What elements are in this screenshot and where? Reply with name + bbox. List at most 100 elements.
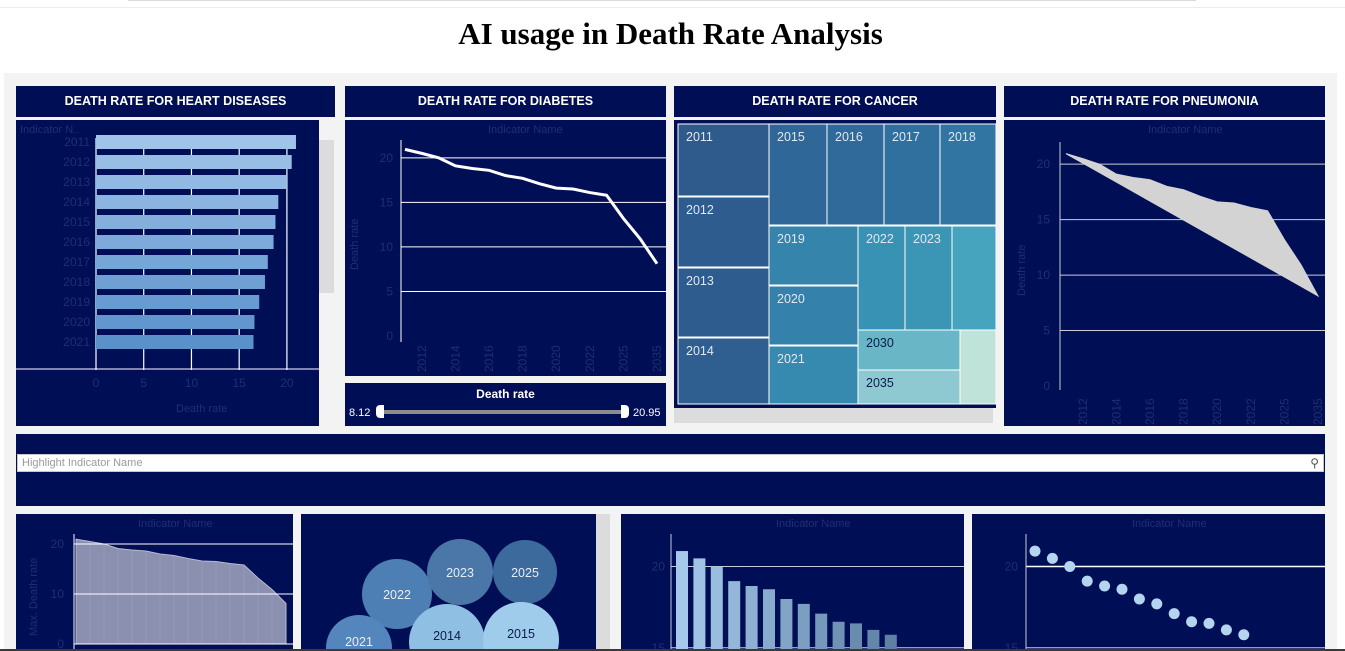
bottom-scatter-point [1116, 583, 1128, 595]
slider-min-value: 8.12 [349, 407, 371, 419]
cancer-tile-label: 2021 [777, 352, 805, 366]
cancer-treemap-tile [768, 285, 859, 346]
heart-category-label: 2012 [63, 155, 90, 169]
bottom-scatter-point [1081, 575, 1093, 587]
heart-category-label: 2013 [63, 175, 90, 189]
cancer-treemap-tile [904, 225, 953, 331]
bottom-scatter-point [1168, 608, 1180, 620]
diabetes-xtick-label: 2014 [448, 345, 462, 372]
cancer-tile-label: 2012 [686, 203, 714, 217]
cancer-treemap-tile [826, 123, 885, 226]
cancer-treemap-tile [959, 329, 996, 405]
bottom-scatter-point [1203, 617, 1215, 629]
bottom-bar [780, 599, 793, 651]
diabetes-xtick-label: 2025 [616, 345, 630, 372]
cancer-tile-label: 2015 [777, 130, 805, 144]
bubble-panel: 2022 2023 2025 2021 2014 2015 [301, 514, 596, 651]
bottom-bar [832, 621, 845, 651]
diabetes-xtick-label: 2020 [549, 345, 563, 372]
heart-bar [96, 275, 265, 289]
cancer-treemap-tile [939, 123, 996, 226]
cancer-tile-label: 2014 [686, 344, 714, 358]
cancer-scrollbar[interactable] [674, 408, 993, 423]
heart-bar [96, 315, 255, 329]
bottom-area-ytick-label: 0 [57, 637, 64, 651]
heart-bar [96, 335, 254, 349]
header-heart-diseases: DEATH RATE FOR HEART DISEASES [16, 86, 335, 117]
bubble-label: 2022 [383, 588, 411, 602]
heart-scrollbar[interactable] [319, 140, 334, 293]
bubble-label: 2025 [511, 566, 539, 580]
pneumonia-xtick-label: 2012 [1076, 398, 1090, 425]
slider-min-handle[interactable] [376, 405, 384, 418]
bottom-scatter-panel: Indicator Name 15 20 [972, 514, 1325, 651]
bottom-bar [745, 586, 758, 651]
diabetes-xtick-label: 2022 [583, 345, 597, 372]
slider-max-handle[interactable] [621, 405, 629, 418]
bottom-bar-ytick-label: 20 [652, 560, 666, 574]
diabetes-xtick-label: 2016 [482, 345, 496, 372]
bottom-bar [676, 551, 688, 651]
heart-category-label: 2020 [63, 315, 90, 329]
bottom-bar [728, 581, 741, 651]
heart-category-label: 2014 [63, 195, 90, 209]
cancer-treemap: 2011 2012 2013 2014 2015 2016 2017 2018 2019 2020… [677, 123, 996, 405]
heart-xtick-label: 5 [140, 376, 147, 390]
diabetes-ytick-label: 10 [380, 240, 394, 254]
diabetes-chart-panel: Indicator Name Death rate 0 5 10 15 20 2012 20… [345, 120, 666, 376]
heart-bar-chart: 0 5 10 15 20 2011 2012 2013 2014 2015 2016 2017 2018… [16, 135, 319, 390]
pneumonia-xtick-label: 2014 [1109, 398, 1123, 425]
pneumonia-ytick-label: 10 [1037, 268, 1051, 282]
header-pneumonia: DEATH RATE FOR PNEUMONIA [1004, 86, 1325, 117]
bottom-bar [815, 613, 828, 651]
pneumonia-chart-panel: Indicator Name Death rate 0 5 10 15 20 2012 20… [1004, 120, 1325, 426]
heart-bar [96, 175, 287, 189]
cancer-treemap-tile [768, 123, 828, 226]
bottom-bar [867, 629, 880, 651]
heart-category-label: 2011 [64, 135, 90, 149]
diabetes-ytick-label: 0 [386, 329, 393, 343]
cancer-treemap-tile [677, 337, 770, 405]
bottom-bar [763, 589, 775, 651]
search-placeholder: Highlight Indicator Name [22, 457, 143, 469]
heart-xtick-label: 10 [185, 376, 199, 390]
pneumonia-ytick-label: 5 [1043, 324, 1050, 338]
bottom-scatter-point [1064, 561, 1076, 572]
bottom-bar [710, 566, 723, 651]
pneumonia-area-chart: 0 5 10 15 20 2012 2014 2016 2018 2020 2022 2025 2035 [1037, 142, 1325, 425]
search-icon[interactable]: ⚲ [1310, 456, 1319, 470]
bubble-scrollbar[interactable] [596, 514, 610, 651]
cancer-treemap-tile [883, 123, 941, 226]
top-divider-2 [0, 7, 1345, 8]
diabetes-ytick-label: 15 [380, 195, 394, 209]
bubble-circle [362, 559, 432, 629]
heart-indicator-label: Indicator N.. [20, 124, 80, 136]
diabetes-ytick-label: 5 [386, 284, 393, 298]
bottom-scatter-point [1046, 552, 1058, 564]
pneumonia-xtick-label: 2022 [1244, 398, 1258, 425]
heart-xtick-label: 0 [93, 376, 100, 390]
diabetes-xtick-label: 2012 [415, 345, 429, 372]
top-divider [128, 0, 1196, 1]
heart-bar [96, 135, 296, 149]
cancer-treemap-tile [857, 329, 961, 371]
pneumonia-xtick-label: 2020 [1210, 398, 1224, 425]
heart-category-label: 2018 [63, 275, 90, 289]
bottom-scatter-indicator-label: Indicator Name [1132, 518, 1207, 530]
pneumonia-area-band [1065, 153, 1320, 298]
bubble-circle [427, 539, 493, 605]
heart-bar [96, 255, 268, 269]
pneumonia-ytick-label: 20 [1037, 157, 1051, 171]
bubble-chart: 2022 2023 2025 2021 2014 2015 [326, 539, 559, 651]
diabetes-series-line [404, 147, 659, 265]
diabetes-xtick-label: 2018 [516, 345, 530, 372]
diabetes-xtick-label: 2035 [650, 345, 664, 372]
cancer-tile-label: 2017 [892, 130, 920, 144]
highlight-search-input[interactable]: Highlight Indicator Name ⚲ [17, 454, 1324, 472]
page-title: AI usage in Death Rate Analysis [458, 16, 883, 51]
heart-category-label: 2017 [63, 255, 90, 269]
bottom-area-ytick-label: 10 [51, 587, 65, 601]
slider-track[interactable] [381, 410, 625, 414]
cancer-treemap-tile [677, 196, 770, 268]
heart-bar [96, 155, 292, 169]
